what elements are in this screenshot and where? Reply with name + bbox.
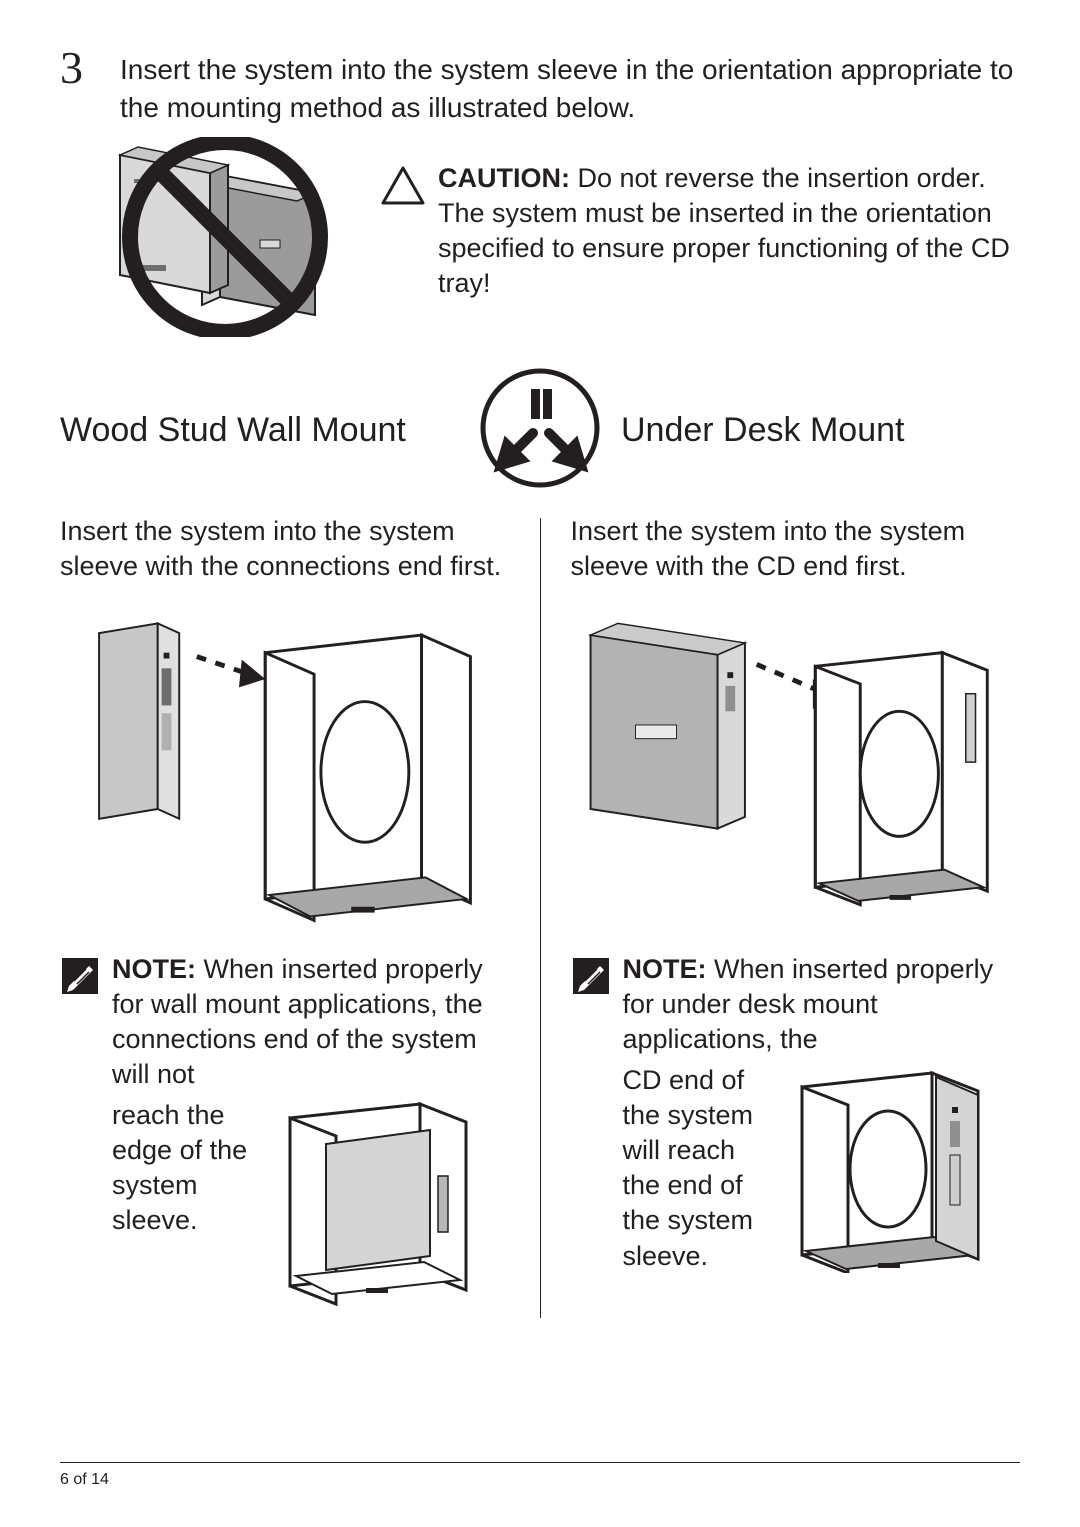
left-note-text: NOTE: When inserted properly for wall mo… — [112, 952, 510, 1308]
top-row: CAUTION: Do not reverse the insertion or… — [60, 137, 1020, 337]
under-desk-diagram-icon — [571, 602, 1021, 932]
right-column: Insert the system into the system sleeve… — [541, 508, 1021, 1319]
orientation-arrows-icon — [479, 367, 601, 489]
caution-label: CAUTION: — [438, 163, 570, 193]
prohibit-icon — [100, 137, 350, 337]
columns: Insert the system into the system sleeve… — [60, 508, 1020, 1319]
step-instruction: Insert the system into the system sleeve… — [120, 45, 1020, 127]
note-pencil-icon — [571, 956, 611, 996]
left-note-wrap: reach the edge of the system sleeve. — [112, 1098, 510, 1308]
right-note-label: NOTE: — [623, 954, 707, 984]
left-column: Insert the system into the system sleeve… — [60, 508, 540, 1319]
wall-mount-inserted-icon — [280, 1098, 510, 1308]
step-number: 3 — [60, 45, 90, 91]
orientation-badge — [479, 367, 601, 494]
right-note-text: NOTE: When inserted properly for under d… — [623, 952, 1021, 1274]
under-desk-inserted-icon — [790, 1063, 1020, 1273]
right-note-tail: CD end of the system will reach the end … — [623, 1063, 777, 1274]
note-pencil-icon — [60, 956, 100, 996]
page-footer: 6 of 14 — [60, 1462, 1020, 1489]
right-diagram — [571, 602, 1021, 932]
right-mini-diagram — [790, 1063, 1020, 1274]
caution-text: CAUTION: Do not reverse the insertion or… — [438, 161, 1020, 301]
right-instruction: Insert the system into the system sleeve… — [571, 514, 1021, 584]
step-header: 3 Insert the system into the system slee… — [60, 45, 1020, 127]
heading-wall-mount: Wood Stud Wall Mount — [60, 411, 459, 450]
right-note-wrap: CD end of the system will reach the end … — [623, 1063, 1021, 1274]
caution-block: CAUTION: Do not reverse the insertion or… — [380, 161, 1020, 301]
left-instruction: Insert the system into the system sleeve… — [60, 514, 510, 584]
left-diagram — [60, 602, 510, 932]
caution-triangle-icon — [380, 165, 426, 207]
right-note: NOTE: When inserted properly for under d… — [571, 952, 1021, 1274]
left-note: NOTE: When inserted properly for wall mo… — [60, 952, 510, 1308]
column-headings: Wood Stud Wall Mount Under Desk Mount — [60, 367, 1020, 494]
left-mini-diagram — [280, 1098, 510, 1308]
page-number: 6 of 14 — [60, 1471, 109, 1488]
left-note-label: NOTE: — [112, 954, 196, 984]
prohibit-illustration — [100, 137, 350, 337]
left-note-tail: reach the edge of the system sleeve. — [112, 1098, 266, 1308]
heading-under-desk: Under Desk Mount — [621, 411, 1020, 450]
wall-mount-diagram-icon — [60, 602, 510, 932]
